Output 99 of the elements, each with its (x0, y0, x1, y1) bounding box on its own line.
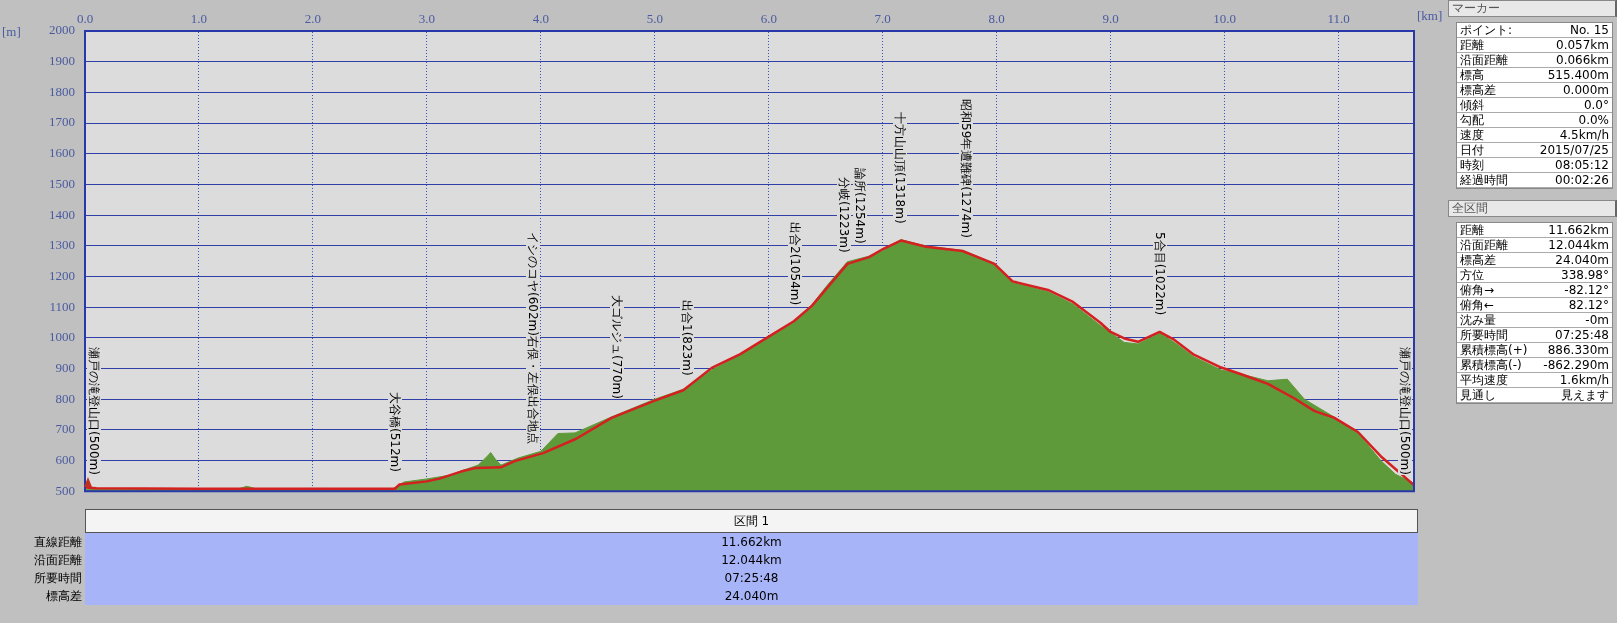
text: 標高差 (45, 588, 83, 605)
text: 全区間 (1448, 200, 1617, 217)
text: マーカー (1448, 0, 1617, 17)
annotation: 十方山山頂(1318m) (892, 112, 907, 224)
annotation: 瀬戸の滝登山口(500m) (87, 347, 101, 476)
text: 標高 (1460, 68, 1484, 82)
text: 直線距離 (33, 534, 83, 551)
text: 平均速度 (1460, 373, 1508, 387)
x-tick-label: 7.0 (874, 10, 891, 26)
x-tick-label: 4.0 (532, 10, 549, 26)
y-tick-label: 1700 (49, 114, 75, 130)
text: 0.0% (1578, 113, 1609, 127)
text: 俯角→ (1460, 283, 1495, 297)
text: 08:05:12 (1555, 158, 1609, 172)
x-tick-label: 8.0 (988, 10, 1005, 26)
text: 累積標高(-) (1460, 358, 1522, 372)
text: 見えます (1561, 388, 1609, 402)
text: 24.040m (85, 587, 1418, 605)
text: 距離 (1460, 38, 1484, 52)
y-tick-label: 700 (55, 421, 75, 437)
text: 11.662km (1548, 223, 1609, 237)
annotation: 分岐(1223m) (836, 177, 851, 253)
y-tick-label: 500 (55, 482, 75, 498)
text: 07:25:48 (1555, 328, 1609, 342)
text: -862.290m (1543, 358, 1609, 372)
text: 沿面距離 (33, 552, 83, 569)
text: 見通し (1460, 388, 1496, 402)
y-tick-label: 1200 (49, 267, 75, 283)
text: 所要時間 (33, 570, 83, 587)
text: 日付 (1460, 143, 1484, 157)
x-tick-label: 6.0 (760, 10, 777, 26)
text: 12.044km (85, 551, 1418, 569)
y-tick-label: 1900 (49, 53, 75, 69)
text: 沿面距離 (1460, 238, 1508, 252)
text: 時刻 (1460, 158, 1484, 172)
text: 82.12° (1568, 298, 1609, 312)
text: 00:02:26 (1555, 173, 1609, 187)
y-tick-label: 1000 (49, 329, 75, 345)
text: 0.057km (1556, 38, 1609, 52)
text: 区間 1 (85, 509, 1418, 533)
text: No. 15 (1569, 23, 1609, 37)
y-tick-label: 1500 (49, 175, 75, 191)
text: 経過時間 (1460, 173, 1508, 187)
text: 傾斜 (1460, 98, 1484, 112)
y-tick-label: 1600 (49, 145, 75, 161)
text: 886.330m (1547, 343, 1609, 357)
text: 0.000m (1562, 83, 1609, 97)
text: 2015/07/25 (1539, 143, 1609, 157)
text: 07:25:48 (85, 569, 1418, 587)
annotation: イシのコヤ(602m)右俣・左俣出合地点 (525, 231, 540, 444)
text: 12.044km (1548, 238, 1609, 252)
y-tick-label: 800 (55, 390, 75, 406)
x-tick-label: 2.0 (304, 10, 322, 26)
text: 所要時間 (1460, 328, 1508, 342)
y-axis-title: [m] (2, 24, 21, 40)
text: 俯角← (1460, 298, 1495, 312)
x-tick-label: 0.0 (76, 10, 94, 26)
annotation: 出合1(823m) (679, 300, 694, 376)
text: 標高差 (1460, 83, 1496, 97)
text: -82.12° (1564, 283, 1609, 297)
text: 勾配 (1460, 113, 1484, 127)
x-tick-label: 3.0 (418, 10, 435, 26)
text: ポイント: (1460, 23, 1513, 37)
y-tick-label: 1100 (49, 298, 75, 314)
text: 515.400m (1547, 68, 1609, 82)
y-tick-label: 1300 (49, 237, 75, 253)
text: 0.066km (1556, 53, 1609, 67)
annotation: 論所(1254m) (852, 167, 867, 244)
text: -0m (1585, 313, 1609, 327)
x-tick-label: 9.0 (1102, 10, 1119, 26)
text: 沿面距離 (1460, 53, 1508, 67)
y-tick-label: 1400 (49, 206, 75, 222)
text: 沈み量 (1460, 313, 1496, 327)
y-tick-label: 900 (55, 359, 75, 375)
y-tick-label: 600 (55, 451, 75, 467)
text: 方位 (1460, 268, 1484, 282)
text: 累積標高(+) (1460, 343, 1528, 357)
x-tick-label: 10.0 (1213, 10, 1236, 26)
text: 24.040m (1555, 253, 1609, 267)
text: 速度 (1460, 128, 1484, 142)
annotation: 出合2(1054m) (787, 222, 802, 306)
text: 4.5km/h (1559, 128, 1609, 142)
y-tick-label: 2000 (49, 22, 75, 38)
x-axis-title: [km] (1417, 8, 1443, 24)
text: 0.0° (1583, 98, 1609, 112)
annotation: 大ゴルジュ(770m) (610, 294, 625, 399)
annotation: 5合目(1022m) (1152, 232, 1167, 316)
text: 1.6km/h (1559, 373, 1609, 387)
text: 標高差 (1460, 253, 1496, 267)
text: 338.98° (1561, 268, 1609, 282)
annotation: 昭和59年遭難碑(1274m) (958, 98, 973, 238)
x-tick-label: 11.0 (1327, 10, 1350, 26)
y-tick-label: 1800 (49, 83, 75, 99)
annotation: 瀬戸の滝登山口(500m) (1398, 347, 1412, 476)
text: 11.662km (85, 533, 1418, 551)
annotation: 大谷橋(512m) (387, 391, 402, 472)
x-tick-label: 1.0 (190, 10, 208, 26)
text: 距離 (1460, 223, 1484, 237)
x-tick-label: 5.0 (646, 10, 663, 26)
